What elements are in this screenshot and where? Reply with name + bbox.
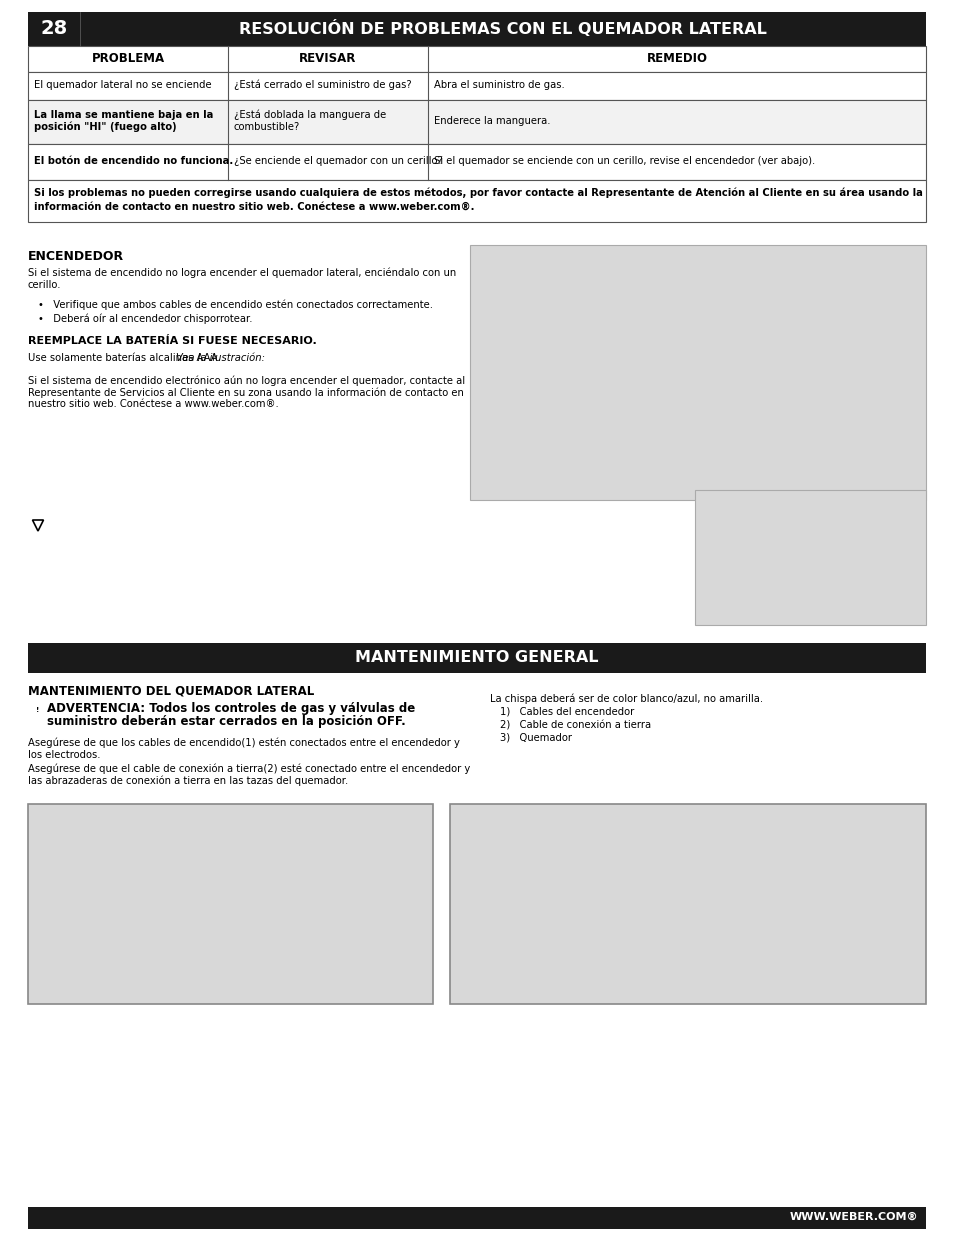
Text: Abra el suministro de gas.: Abra el suministro de gas. — [434, 80, 564, 90]
Text: combustible?: combustible? — [233, 122, 300, 132]
Text: Asegúrese de que los cables de encendido(1) estén conectados entre el encendedor: Asegúrese de que los cables de encendido… — [28, 739, 459, 748]
Text: PROBLEMA: PROBLEMA — [91, 52, 164, 64]
Text: información de contacto en nuestro sitio web. Conéctese a www.weber.com®.: información de contacto en nuestro sitio… — [34, 203, 474, 212]
Text: Use solamente baterías alcalinas AAA.: Use solamente baterías alcalinas AAA. — [28, 353, 224, 363]
Text: suministro deberán estar cerrados en la posición OFF.: suministro deberán estar cerrados en la … — [47, 715, 405, 727]
Text: los electrodos.: los electrodos. — [28, 750, 100, 760]
Text: las abrazaderas de conexión a tierra en las tazas del quemador.: las abrazaderas de conexión a tierra en … — [28, 776, 348, 787]
Text: El botón de encendido no funciona.: El botón de encendido no funciona. — [34, 156, 233, 165]
Text: WWW.WEBER.COM®: WWW.WEBER.COM® — [788, 1212, 917, 1221]
Text: posición "HI" (fuego alto): posición "HI" (fuego alto) — [34, 121, 176, 132]
Text: MANTENIMIENTO DEL QUEMADOR LATERAL: MANTENIMIENTO DEL QUEMADOR LATERAL — [28, 685, 314, 698]
Bar — [28, 180, 925, 222]
Text: !: ! — [36, 708, 40, 714]
Bar — [28, 1207, 925, 1229]
Bar — [28, 804, 433, 1004]
Text: La chispa deberá ser de color blanco/azul, no amarilla.: La chispa deberá ser de color blanco/azu… — [490, 693, 762, 704]
Bar — [28, 12, 925, 46]
Text: ENCENDEDOR: ENCENDEDOR — [28, 249, 124, 263]
Text: nuestro sitio web. Conéctese a www.weber.com®.: nuestro sitio web. Conéctese a www.weber… — [28, 399, 278, 409]
Text: ¿Se enciende el quemador con un cerillo?: ¿Se enciende el quemador con un cerillo? — [233, 156, 442, 165]
Text: Enderece la manguera.: Enderece la manguera. — [434, 116, 550, 126]
Text: Representante de Servicios al Cliente en su zona usando la información de contac: Representante de Servicios al Cliente en… — [28, 387, 463, 398]
Text: REMEDIO: REMEDIO — [646, 52, 707, 64]
Bar — [470, 245, 925, 500]
Bar — [28, 643, 925, 673]
Text: •   Verifique que ambos cables de encendido estén conectados correctamente.: • Verifique que ambos cables de encendid… — [38, 300, 433, 310]
Text: Si los problemas no pueden corregirse usando cualquiera de estos métodos, por fa: Si los problemas no pueden corregirse us… — [34, 188, 922, 199]
Text: RESOLUCIÓN DE PROBLEMAS CON EL QUEMADOR LATERAL: RESOLUCIÓN DE PROBLEMAS CON EL QUEMADOR … — [239, 20, 766, 37]
Text: ADVERTENCIA: Todos los controles de gas y válvulas de: ADVERTENCIA: Todos los controles de gas … — [47, 701, 415, 715]
Text: 1)   Cables del encendedor: 1) Cables del encendedor — [499, 706, 634, 718]
Text: ¿Está doblada la manguera de: ¿Está doblada la manguera de — [233, 110, 386, 121]
Bar — [28, 46, 925, 72]
Text: ¿Está cerrado el suministro de gas?: ¿Está cerrado el suministro de gas? — [233, 80, 411, 90]
Bar — [450, 804, 925, 1004]
Text: •   Deberá oír al encendedor chisporrotear.: • Deberá oír al encendedor chisporrotear… — [38, 312, 253, 324]
Text: REEMPLACE LA BATERÍA SI FUESE NECESARIO.: REEMPLACE LA BATERÍA SI FUESE NECESARIO. — [28, 336, 316, 346]
Text: MANTENIMIENTO GENERAL: MANTENIMIENTO GENERAL — [355, 650, 598, 664]
Text: Asegúrese de que el cable de conexión a tierra(2) esté conectado entre el encend: Asegúrese de que el cable de conexión a … — [28, 764, 470, 774]
Text: 28: 28 — [40, 19, 68, 37]
Text: Si el sistema de encendido electrónico aún no logra encender el quemador, contac: Si el sistema de encendido electrónico a… — [28, 375, 465, 385]
Text: cerillo.: cerillo. — [28, 280, 61, 290]
Text: REVISAR: REVISAR — [299, 52, 356, 64]
Text: Vea la ilustración:: Vea la ilustración: — [175, 353, 265, 363]
Text: El quemador lateral no se enciende: El quemador lateral no se enciende — [34, 80, 212, 90]
Text: La llama se mantiene baja en la: La llama se mantiene baja en la — [34, 110, 213, 120]
Text: Si el quemador se enciende con un cerillo, revise el encendedor (ver abajo).: Si el quemador se enciende con un cerill… — [434, 156, 815, 165]
Text: Si el sistema de encendido no logra encender el quemador lateral, enciéndalo con: Si el sistema de encendido no logra ence… — [28, 268, 456, 279]
Bar — [28, 144, 925, 180]
Bar — [695, 490, 925, 625]
Bar — [28, 72, 925, 100]
Text: 2)   Cable de conexión a tierra: 2) Cable de conexión a tierra — [499, 720, 651, 730]
Bar — [28, 100, 925, 144]
Text: 3)   Quemador: 3) Quemador — [499, 734, 572, 743]
